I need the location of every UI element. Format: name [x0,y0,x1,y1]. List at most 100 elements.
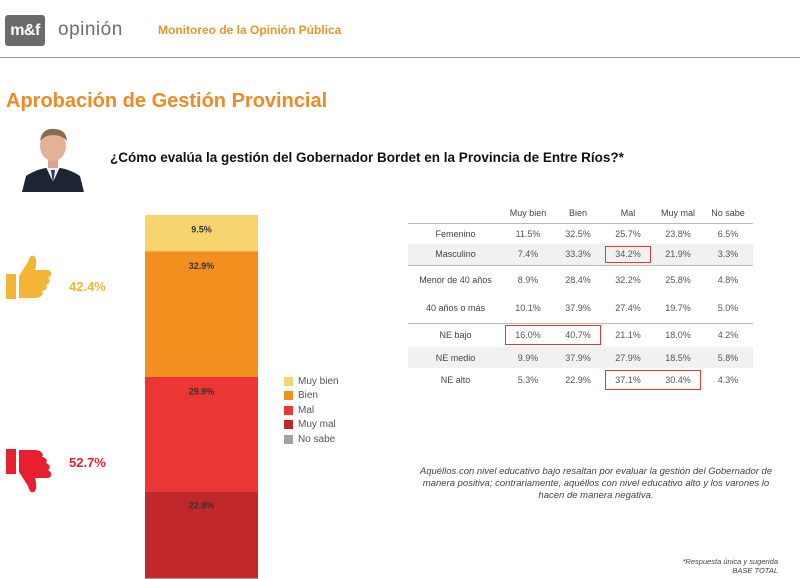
table-cell: 37.9% [553,347,603,368]
header-bar: m&f opinión Monitoreo de la Opinión Públ… [0,0,800,58]
table-cell: 3.3% [703,244,753,265]
footnote-base: BASE TOTAL [732,566,778,575]
bar-segment-bien [145,251,258,377]
table-cell: 10.1% [515,303,541,314]
table-cell: 8.9% [503,264,553,294]
legend-swatch-bien [284,391,293,401]
table-cell: 23.8% [653,222,703,244]
bar-segment-muy-mal [145,491,258,579]
thumbs-up-icon [4,250,54,302]
thumbs-down-icon [4,446,54,498]
bar-label-muy-bien: 9.5% [191,225,212,235]
table-cell: 27.4% [615,303,641,314]
table-row: Menor de 40 años 8.9% 28.4% 32.2% 25.8% 4.8% [408,264,753,294]
table-cell: 25.7% [603,222,653,244]
bar-segment-mal [145,376,258,492]
column-header-mal: Mal [620,207,636,218]
table-cell: 30.4% [665,375,691,385]
column-header-no-sabe: No sabe [711,207,745,218]
table-cell: 19.7% [665,303,691,314]
legend-swatch-no-sabe [284,434,293,444]
table-cell: 18.0% [653,322,703,347]
table-cell: 34.2% [603,244,653,265]
table-row: NE alto 5.3% 22.9% 37.1% 30.4% 4.3% [408,368,753,392]
table-row: NE bajo 16.0% 40.7% 21.1% 18.0% 4.2% [408,322,753,347]
legend-item-no-sabe: No sabe [284,432,339,447]
table-header-row: Muy bien Bien Mal Muy mal No sabe [408,203,753,223]
table-row: 40 años o más 10.1% 37.9% 27.4% 19.7% 5.0% [408,294,753,323]
table-cell: 32.2% [603,264,653,294]
footnote-response-type: *Respuesta única y sugerida [682,557,778,566]
bar-label-mal: 29.9% [189,386,215,396]
column-header-muy-mal: Muy mal [660,207,695,218]
table-cell: 7.4% [503,244,553,265]
governor-photo [18,124,88,192]
table-cell: 18.5% [653,347,703,368]
bar-segment-muy-bien [145,215,258,252]
positive-total: 42.4% [69,279,106,294]
table-cell: 4.8% [703,264,753,294]
crosstab-table: Muy bien Bien Mal Muy mal No sabe Femenino 11… [408,203,753,392]
table-header-blank [408,203,503,223]
row-label: 40 años o más [425,303,486,314]
page-title: Aprobación de Gestión Provincial [6,90,328,112]
negative-total: 52.7% [69,455,106,470]
bar-label-muy-mal: 22.8% [189,501,215,511]
table-cell: 4.3% [717,375,739,385]
table-cell: 27.9% [603,347,653,368]
table-row: Femenino 11.5% 32.5% 25.7% 23.8% 6.5% [408,222,753,244]
legend-swatch-muy-mal [284,420,293,430]
bar-label-bien: 32.9% [189,261,215,271]
table-cell: 33.3% [553,244,603,265]
row-label: NE bajo [408,322,503,347]
table-cell: 5.0% [717,303,739,314]
legend-label-muy-bien: Muy bien [298,375,339,387]
table-cell: 22.9% [565,375,591,385]
table-cell: 25.8% [653,264,703,294]
chart-legend: Muy bien Bien Mal Muy mal No sabe [284,374,339,447]
legend-label-muy-mal: Muy mal [298,419,336,431]
stacked-bar-chart: 9.5%32.9%29.9%22.8%4.9% [145,215,258,579]
row-label: Menor de 40 años [408,264,503,294]
legend-swatch-mal [284,405,293,415]
table-row: NE medio 9.9% 37.9% 27.9% 18.5% 5.8% [408,347,753,368]
legend-item-muy-bien: Muy bien [284,374,339,389]
legend-label-mal: Mal [298,404,315,416]
brand-name: opinión [58,19,123,40]
analysis-note: Aquéllos con nivel educativo bajo resalt… [419,466,773,501]
row-label: Femenino [408,222,503,244]
header-subtitle: Monitoreo de la Opinión Pública [158,23,342,37]
highlight-box [605,370,701,390]
highlight-box [505,325,601,345]
footnote: *Respuesta única y sugerida BASE TOTAL [683,557,778,575]
row-label: NE alto [440,375,471,385]
table-cell: 21.9% [653,244,703,265]
legend-swatch-muy-bien [284,376,293,386]
table-cell: 37.1% [615,375,641,385]
table-row: Masculino 7.4% 33.3% 34.2% 21.9% 3.3% [408,244,753,265]
table-cell: 40.7% [553,322,603,347]
column-header-muy-bien: Muy bien [509,207,547,218]
table-cell: 11.5% [503,222,553,244]
table-cell: 32.5% [553,222,603,244]
brand-logo: m&f [5,15,45,46]
legend-item-mal: Mal [284,403,339,418]
row-label: Masculino [408,244,503,265]
table-cell: 9.9% [503,347,553,368]
table-cell: 28.4% [553,264,603,294]
table-cell: 16.0% [503,322,553,347]
table-cell: 6.5% [703,222,753,244]
table-cell: 37.9% [565,303,591,314]
legend-item-muy-mal: Muy mal [284,418,339,433]
highlight-box [605,246,651,263]
survey-question: ¿Cómo evalúa la gestión del Gobernador B… [110,150,624,165]
column-header-bien: Bien [568,207,587,218]
legend-item-bien: Bien [284,389,339,404]
legend-label-bien: Bien [298,390,319,402]
table-cell: 5.8% [703,347,753,368]
table-cell: 5.3% [517,375,539,385]
row-label: NE medio [408,347,503,368]
table-cell: 21.1% [603,322,653,347]
legend-label-no-sabe: No sabe [298,433,336,445]
table-cell: 4.2% [703,322,753,347]
